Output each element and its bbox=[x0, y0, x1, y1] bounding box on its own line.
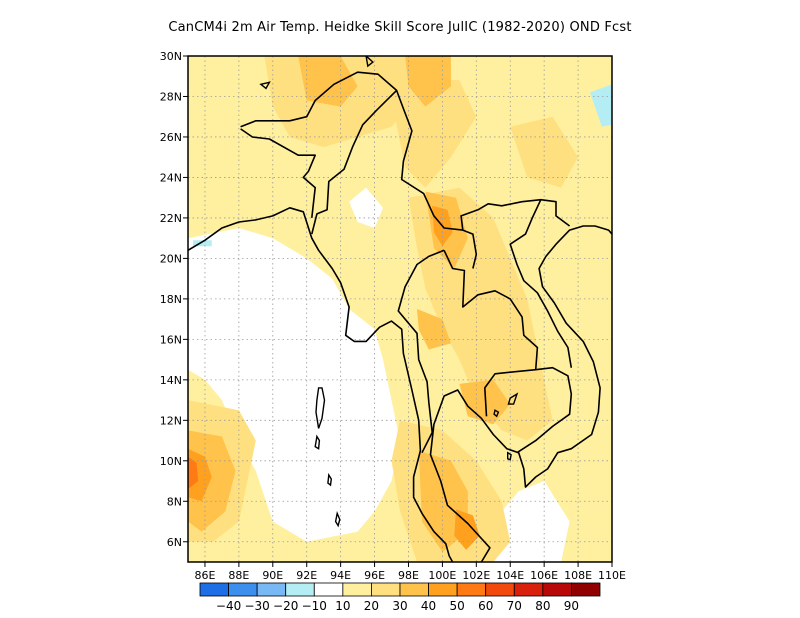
map-title: CanCM4i 2m Air Temp. Heidke Skill Score … bbox=[168, 20, 632, 35]
colorbar-swatch bbox=[228, 582, 258, 597]
skill-region-13 bbox=[417, 309, 451, 350]
colorbar-swatch bbox=[542, 582, 572, 597]
lat-tick-label: 24N bbox=[160, 171, 182, 184]
lat-tick-label: 10N bbox=[160, 455, 182, 468]
island-outline bbox=[334, 511, 341, 528]
lat-lon-gridlines bbox=[188, 56, 612, 562]
country-border bbox=[311, 89, 571, 235]
lon-tick-label: 102E bbox=[462, 569, 490, 582]
lat-tick-label: 26N bbox=[160, 131, 182, 144]
colorbar-swatch bbox=[485, 582, 515, 597]
island-outline bbox=[259, 81, 271, 90]
skill-region-5 bbox=[394, 76, 477, 188]
skill-region-19 bbox=[454, 509, 480, 550]
colorbar-label: 80 bbox=[535, 599, 550, 613]
country-border bbox=[240, 71, 398, 128]
coastline bbox=[429, 225, 612, 562]
lon-tick-label: 106E bbox=[530, 569, 558, 582]
island-outline bbox=[507, 392, 519, 405]
island-outline bbox=[314, 434, 321, 450]
lon-tick-label: 96E bbox=[364, 569, 385, 582]
colorbar-swatch bbox=[571, 582, 601, 597]
colorbar-label: 40 bbox=[421, 599, 436, 613]
lon-tick-label: 88E bbox=[228, 569, 249, 582]
island-outline bbox=[315, 387, 326, 429]
colorbar-label: −20 bbox=[273, 599, 298, 613]
lon-tick-label: 94E bbox=[330, 569, 351, 582]
country-border bbox=[509, 199, 573, 368]
lon-tick-label: 104E bbox=[496, 569, 524, 582]
lat-tick-label: 18N bbox=[160, 293, 182, 306]
lon-tick-label: 92E bbox=[296, 569, 317, 582]
lon-tick-label: 98E bbox=[398, 569, 419, 582]
lon-tick-label: 86E bbox=[194, 569, 215, 582]
skill-region-20 bbox=[188, 456, 199, 490]
colorbar-label: 90 bbox=[564, 599, 579, 613]
country-border bbox=[516, 366, 573, 454]
island-outline bbox=[493, 409, 500, 418]
skill-region-11 bbox=[405, 56, 451, 107]
lat-tick-label: 12N bbox=[160, 414, 182, 427]
skill-region-10 bbox=[298, 56, 358, 107]
lat-tick-label: 16N bbox=[160, 333, 182, 346]
lat-tick-label: 14N bbox=[160, 374, 182, 387]
country-border bbox=[443, 249, 539, 417]
lon-tick-label: 108E bbox=[564, 569, 592, 582]
colorbar-swatch bbox=[285, 582, 315, 597]
lat-tick-label: 30N bbox=[160, 50, 182, 63]
colorbar-label: 30 bbox=[392, 599, 407, 613]
skill-region-2 bbox=[349, 187, 383, 228]
country-boundaries bbox=[188, 56, 612, 562]
colorbar-label: −10 bbox=[302, 599, 327, 613]
lon-tick-label: 110E bbox=[598, 569, 626, 582]
map-frame bbox=[187, 55, 613, 563]
lat-tick-label: 28N bbox=[160, 90, 182, 103]
island-outline bbox=[327, 472, 333, 487]
country-border bbox=[462, 229, 478, 269]
island-outline bbox=[507, 451, 512, 461]
colorbar-swatch bbox=[342, 582, 372, 597]
skill-region-1 bbox=[188, 228, 400, 542]
colorbar-swatch bbox=[313, 582, 344, 597]
lon-tick-label: 100E bbox=[428, 569, 456, 582]
skill-score-field bbox=[188, 56, 612, 562]
colorbar-label: −30 bbox=[244, 599, 269, 613]
colorbar-swatch bbox=[256, 582, 287, 597]
skill-region-21 bbox=[590, 84, 612, 127]
colorbar-swatch bbox=[371, 582, 401, 597]
colorbar-swatch bbox=[513, 582, 544, 597]
lat-tick-label: 22N bbox=[160, 212, 182, 225]
colorbar-swatch bbox=[399, 582, 429, 597]
colorbar-label: 70 bbox=[507, 599, 522, 613]
colorbar-label: −40 bbox=[216, 599, 241, 613]
colorbar-label: 10 bbox=[335, 599, 350, 613]
colorbar-swatch bbox=[456, 582, 487, 597]
country-border bbox=[240, 128, 317, 218]
lon-tick-label: 90E bbox=[262, 569, 283, 582]
country-border bbox=[397, 249, 445, 454]
colorbar-swatch bbox=[428, 582, 458, 597]
colorbar-label: 20 bbox=[364, 599, 379, 613]
lat-tick-label: 6N bbox=[167, 536, 182, 549]
colorbar-swatch bbox=[199, 582, 229, 597]
map-axes: 86E 88E 90E 92E 94E 96E 98E 100E 102E 104E 106E 108… bbox=[160, 50, 626, 582]
colorbar-label: 60 bbox=[478, 599, 493, 613]
island-outline bbox=[365, 56, 374, 68]
coastline bbox=[188, 207, 454, 562]
lat-tick-label: 20N bbox=[160, 252, 182, 265]
colorbar-label: 50 bbox=[450, 599, 465, 613]
skill-region-9 bbox=[510, 116, 579, 188]
colorbar-legend: −40 −30 −20 −10 10 20 30 40 50 60 70 80 90 bbox=[199, 582, 601, 613]
lat-tick-label: 8N bbox=[167, 495, 182, 508]
